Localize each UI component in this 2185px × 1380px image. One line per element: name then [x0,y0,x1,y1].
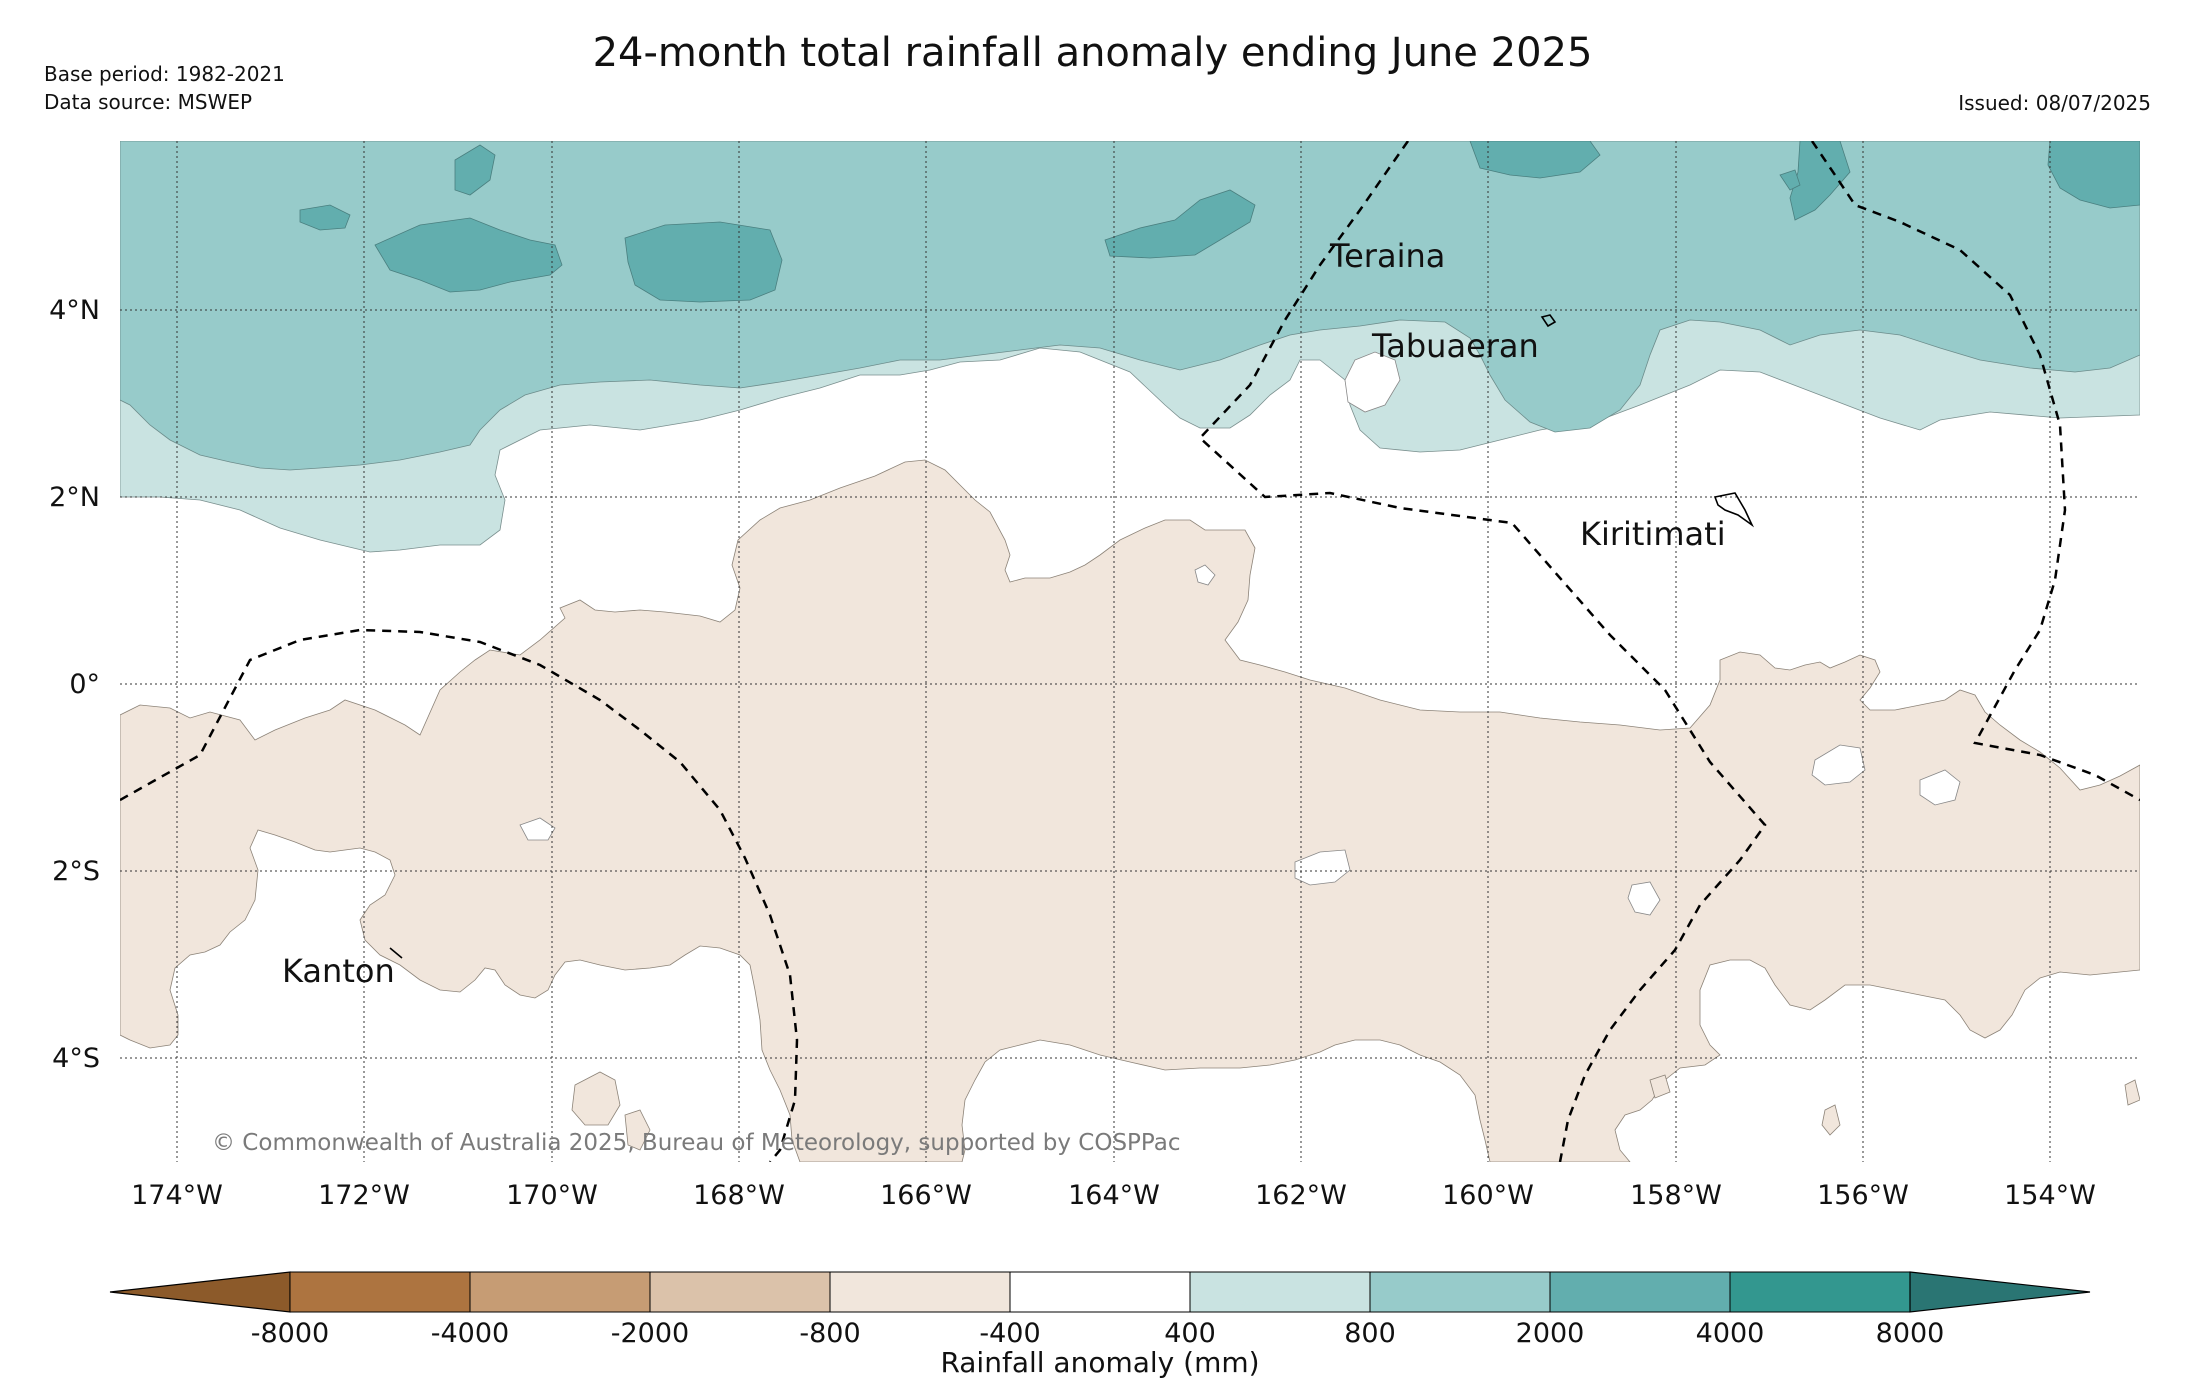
map-title: 24-month total rainfall anomaly ending J… [592,30,1593,76]
colorbar-tick: -2000 [611,1318,689,1349]
wet-region-800-2000 [120,141,2140,471]
neutral-holes [519,564,1961,916]
place-label-tabuaeran: Tabuaeran [1371,327,1539,365]
copyright-notice: © Commonwealth of Australia 2025, Bureau… [212,1130,1181,1156]
lon-label: 160°W [1442,1180,1534,1211]
colorbar-tick: 4000 [1696,1318,1765,1349]
dry-region-patches [571,1071,2140,1151]
lat-label: 2°S [52,856,100,887]
lat-label: 2°N [49,482,100,513]
lon-label: 158°W [1630,1180,1722,1211]
colorbar-segment [1009,1271,1191,1313]
lon-label: 174°W [131,1180,223,1211]
colorbar-low-extension [109,1271,291,1313]
longitude-labels: 174°W 172°W 170°W 168°W 166°W 164°W 162°… [131,1180,2096,1211]
kiritimati-outline [1713,492,1755,528]
lon-label: 166°W [880,1180,972,1211]
colorbar-tick: -4000 [431,1318,509,1349]
colorbar-tick: -8000 [251,1318,329,1349]
wet-region-2000-4000 [299,141,2140,303]
lon-label: 170°W [506,1180,598,1211]
lon-label: 168°W [693,1180,785,1211]
kanton-outline [389,947,403,959]
colorbar-tick: 2000 [1516,1318,1585,1349]
place-label-teraina: Teraina [1329,237,1445,275]
colorbar-tick: 400 [1164,1318,1216,1349]
colorbar-segment [829,1271,1011,1313]
colorbar-segment [469,1271,651,1313]
place-label-kanton: Kanton [282,952,395,990]
colorbar-tick: 800 [1344,1318,1396,1349]
colorbar-high-extension [1909,1271,2091,1313]
colorbar-segment [1189,1271,1371,1313]
lat-label: 4°N [49,295,100,326]
colorbar-ticks: -8000 -4000 -2000 -800 -400 400 800 2000… [251,1318,1945,1349]
lat-label: 0° [69,669,100,700]
base-period-label: Base period: 1982-2021 [44,62,285,86]
neutral-island-tabuaeran [1344,351,1401,413]
colorbar-tick: -800 [799,1318,860,1349]
kanton-eez-boundary [120,628,799,1162]
colorbar-tick: -400 [979,1318,1040,1349]
colorbar-title: Rainfall anomaly (mm) [940,1346,1259,1379]
lon-label: 172°W [318,1180,410,1211]
island-outlines [389,314,1755,959]
graticule [120,141,2140,1162]
tabuaeran-outline [1540,314,1557,328]
colorbar-tick: 8000 [1876,1318,1945,1349]
colorbar-segment [649,1271,831,1313]
colorbar-segment [1729,1271,1911,1313]
colorbar-segment [1549,1271,1731,1313]
data-source-label: Data source: MSWEP [44,90,253,114]
latitude-labels: 4°N 2°N 0° 2°S 4°S [49,295,100,1074]
lon-label: 154°W [2004,1180,2096,1211]
issued-date-label: Issued: 08/07/2025 [1958,91,2151,115]
place-label-kiritimati: Kiritimati [1580,515,1726,553]
colorbar: -8000 -4000 -2000 -800 -400 400 800 2000… [109,1271,2091,1379]
lon-label: 156°W [1817,1180,1909,1211]
line-islands-eez-boundary [1198,141,1767,1162]
lon-label: 162°W [1255,1180,1347,1211]
lat-label: 4°S [52,1043,100,1074]
dry-region-minus800-minus400 [120,459,2140,1162]
colorbar-segment [1369,1271,1551,1313]
map-plot-area [120,141,2140,1162]
place-labels: Teraina Tabuaeran Kiritimati Kanton [282,237,1726,990]
map-meta-left: Base period: 1982-2021 Data source: MSWE… [44,60,285,116]
line-islands-east-eez-boundary [1810,141,2140,802]
eez-boundaries [120,141,2140,1162]
colorbar-segment [289,1271,471,1313]
lon-label: 164°W [1068,1180,1160,1211]
